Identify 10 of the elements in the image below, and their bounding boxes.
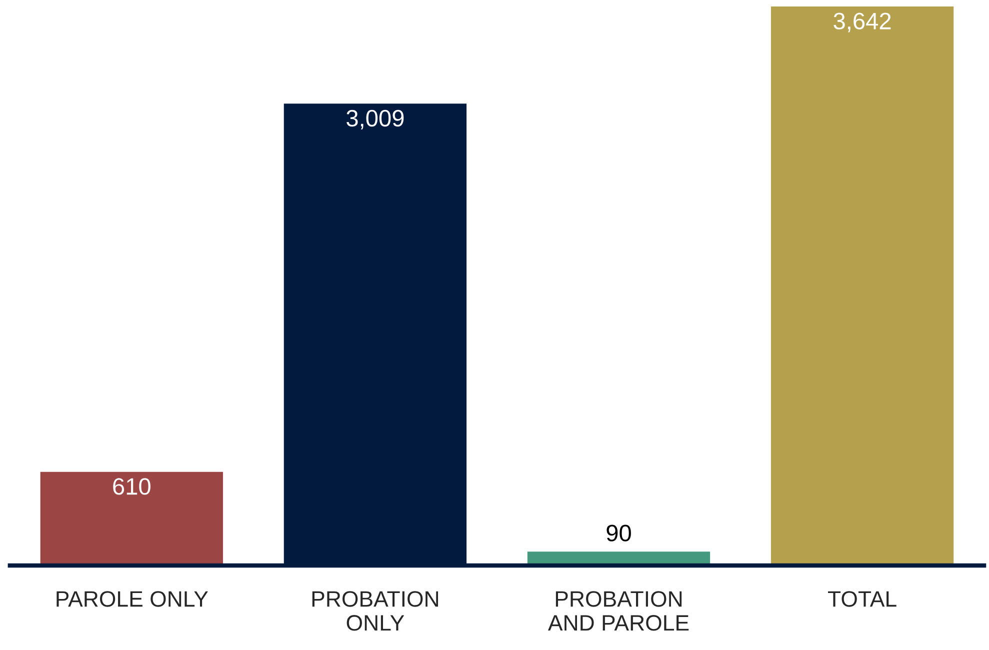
x-tick-label: TOTAL: [828, 591, 896, 607]
data-label: 3,009: [346, 110, 404, 130]
x-tick-label: PAROLE ONLY: [56, 591, 208, 607]
data-label: 90: [606, 524, 631, 542]
x-tick-label: PROBATION ONLY: [312, 591, 438, 631]
bar: [40, 472, 223, 566]
data-label: 610: [113, 478, 150, 495]
bar: [770, 6, 954, 566]
x-tick-label: PROBATION AND PAROLE: [548, 591, 689, 631]
data-label: 3,642: [834, 12, 891, 32]
